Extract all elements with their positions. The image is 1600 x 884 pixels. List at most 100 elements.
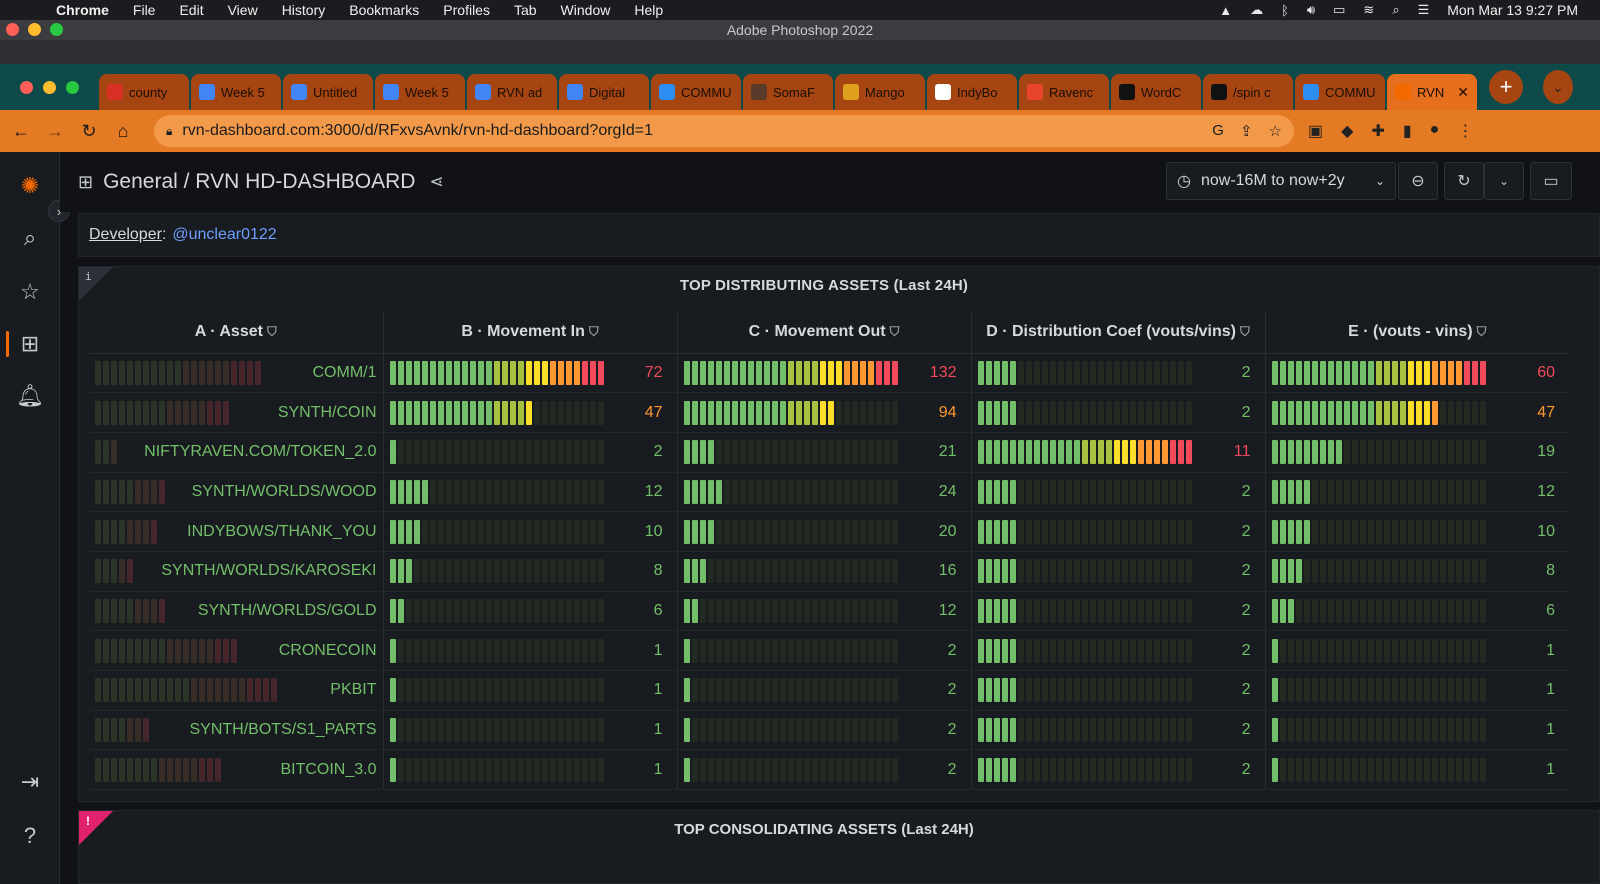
menu-file[interactable]: File (132, 2, 156, 18)
value-cell-out[interactable]: 16 (677, 551, 972, 592)
help-icon[interactable]: ? (23, 823, 37, 848)
browser-tab[interactable]: Week 5 (191, 74, 281, 110)
asset-cell[interactable]: COMM/1 (89, 353, 384, 394)
value-cell-out[interactable]: 2 (677, 749, 972, 791)
value-cell-in[interactable]: 2 (383, 432, 678, 473)
value-cell-diff[interactable]: 19 (1265, 432, 1569, 473)
browser-tab[interactable]: county (99, 74, 189, 110)
value-cell-coef[interactable]: 2 (971, 630, 1266, 671)
menu-edit[interactable]: Edit (179, 2, 204, 18)
column-header-movement-out[interactable]: C · Movement Out ⛉ (677, 311, 972, 354)
value-cell-diff[interactable]: 6 (1265, 591, 1569, 632)
table-row[interactable]: SYNTH/WORLDS/WOOD 12 24 2 12 (89, 472, 1569, 513)
asset-cell[interactable]: SYNTH/BOTS/S1_PARTS (89, 710, 384, 751)
browser-close-icon[interactable] (20, 80, 33, 94)
value-cell-coef[interactable]: 2 (971, 353, 1266, 394)
table-row[interactable]: CRONECOIN 1 2 2 1 (89, 630, 1569, 671)
value-cell-out[interactable]: 12 (677, 591, 972, 632)
column-header-asset[interactable]: A · Asset ⛉ (89, 311, 384, 354)
share-icon[interactable]: ⋖ (429, 172, 444, 191)
browser-tab[interactable]: SomaF (743, 74, 833, 110)
browser-tab[interactable]: Week 5 (375, 74, 465, 110)
asset-cell[interactable]: NIFTYRAVEN.COM/TOKEN_2.0 (89, 432, 384, 473)
asset-cell[interactable]: PKBIT (89, 670, 384, 711)
lock-icon[interactable]: 🔒︎ (166, 123, 173, 138)
profile-avatar-icon[interactable]: ● (1429, 121, 1440, 138)
value-cell-out[interactable]: 2 (677, 670, 972, 711)
value-cell-coef[interactable]: 2 (971, 710, 1266, 751)
panel-title[interactable]: TOP CONSOLIDATING ASSETS (Last 24H) (674, 820, 974, 838)
menu-bookmarks[interactable]: Bookmarks (349, 2, 420, 18)
browser-tab[interactable]: COMMU (651, 74, 741, 110)
window-maximize-icon[interactable] (50, 23, 63, 36)
browser-tab[interactable]: Ravenc (1019, 74, 1109, 110)
tab-search-chevron-icon[interactable]: ⌄ (1543, 70, 1573, 104)
browser-maximize-icon[interactable] (66, 80, 79, 94)
value-cell-diff[interactable]: 8 (1265, 551, 1569, 592)
value-cell-in[interactable]: 1 (383, 630, 678, 671)
asset-cell[interactable]: BITCOIN_3.0 (89, 749, 384, 791)
spotlight-search-icon[interactable]: ⌕ (1392, 2, 1400, 17)
value-cell-in[interactable]: 8 (383, 551, 678, 592)
value-cell-in[interactable]: 6 (383, 591, 678, 632)
window-minimize-icon[interactable] (28, 23, 41, 36)
extension-c-icon[interactable]: ▣ (1308, 123, 1324, 140)
value-cell-in[interactable]: 10 (383, 511, 678, 552)
table-row[interactable]: INDYBOWS/THANK_YOU 10 20 2 10 (89, 511, 1569, 552)
developer-link[interactable]: @unclear0122 (172, 226, 277, 243)
tab-close-icon[interactable]: ✕ (1457, 83, 1469, 100)
browser-tab[interactable]: Untitled (283, 74, 373, 110)
value-cell-out[interactable]: 21 (677, 432, 972, 473)
value-cell-in[interactable]: 1 (383, 710, 678, 751)
value-cell-coef[interactable]: 11 (971, 432, 1266, 473)
asset-cell[interactable]: SYNTH/COIN (89, 392, 384, 433)
refresh-interval-button[interactable]: ⌄ (1484, 162, 1524, 200)
browser-tab[interactable]: Digital (559, 74, 649, 110)
volume-icon[interactable]: 🔊︎ (1306, 2, 1316, 17)
menu-profiles[interactable]: Profiles (443, 2, 490, 18)
chrome-menu-icon[interactable]: ⋮ (1457, 123, 1474, 140)
value-cell-out[interactable]: 2 (677, 710, 972, 751)
filter-icon[interactable]: ⛉ (1476, 323, 1487, 339)
value-cell-in[interactable]: 12 (383, 472, 678, 513)
forward-arrow-icon[interactable]: → (46, 120, 64, 141)
browser-tab[interactable]: COMMU (1295, 74, 1385, 110)
filter-icon[interactable]: ⛉ (588, 323, 599, 339)
menubar-clock[interactable]: Mon Mar 13 9:27 PM (1447, 2, 1578, 18)
metamask-fox-icon[interactable]: ◆ (1341, 123, 1354, 140)
value-cell-diff[interactable]: 60 (1265, 353, 1569, 394)
control-center-icon[interactable]: ☰ (1417, 2, 1430, 17)
value-cell-diff[interactable]: 1 (1265, 749, 1569, 791)
home-icon[interactable]: ⌂ (117, 120, 129, 141)
value-cell-in[interactable]: 47 (383, 392, 678, 433)
table-row[interactable]: PKBIT 1 2 2 1 (89, 670, 1569, 711)
value-cell-coef[interactable]: 2 (971, 472, 1266, 513)
value-cell-in[interactable]: 72 (383, 353, 678, 394)
value-cell-out[interactable]: 94 (677, 392, 972, 433)
bluetooth-icon[interactable]: ᛒ (1281, 2, 1289, 18)
table-row[interactable]: NIFTYRAVEN.COM/TOKEN_2.0 2 21 11 19 (89, 432, 1569, 473)
value-cell-in[interactable]: 1 (383, 749, 678, 791)
browser-tab[interactable]: WordC (1111, 74, 1201, 110)
value-cell-coef[interactable]: 2 (971, 551, 1266, 592)
asset-cell[interactable]: SYNTH/WORLDS/WOOD (89, 472, 384, 513)
alerting-bell-icon[interactable]: 🔔︎ (16, 383, 44, 408)
share-page-icon[interactable]: ⇪ (1239, 123, 1253, 140)
value-cell-in[interactable]: 1 (383, 670, 678, 711)
address-bar[interactable]: 🔒︎ rvn-dashboard.com:3000/d/RFxvsAvnk/rv… (154, 115, 1294, 147)
column-header-movement-in[interactable]: B · Movement In ⛉ (383, 311, 678, 354)
asset-cell[interactable]: SYNTH/WORLDS/KAROSEKI (89, 551, 384, 592)
google-lens-icon[interactable]: G (1212, 122, 1224, 139)
side-panel-icon[interactable]: ▮ (1402, 123, 1412, 140)
info-icon[interactable]: i (85, 270, 92, 283)
sign-in-icon[interactable]: ⇥ (20, 769, 40, 794)
value-cell-diff[interactable]: 1 (1265, 630, 1569, 671)
browser-tab[interactable]: Mango (835, 74, 925, 110)
value-cell-diff[interactable]: 1 (1265, 710, 1569, 751)
asset-cell[interactable]: CRONECOIN (89, 630, 384, 671)
back-arrow-icon[interactable]: ← (12, 120, 30, 141)
table-row[interactable]: SYNTH/COIN 47 94 2 47 (89, 392, 1569, 433)
menu-window[interactable]: Window (560, 2, 611, 18)
starred-icon[interactable]: ☆ (20, 279, 40, 304)
asset-cell[interactable]: SYNTH/WORLDS/GOLD (89, 591, 384, 632)
